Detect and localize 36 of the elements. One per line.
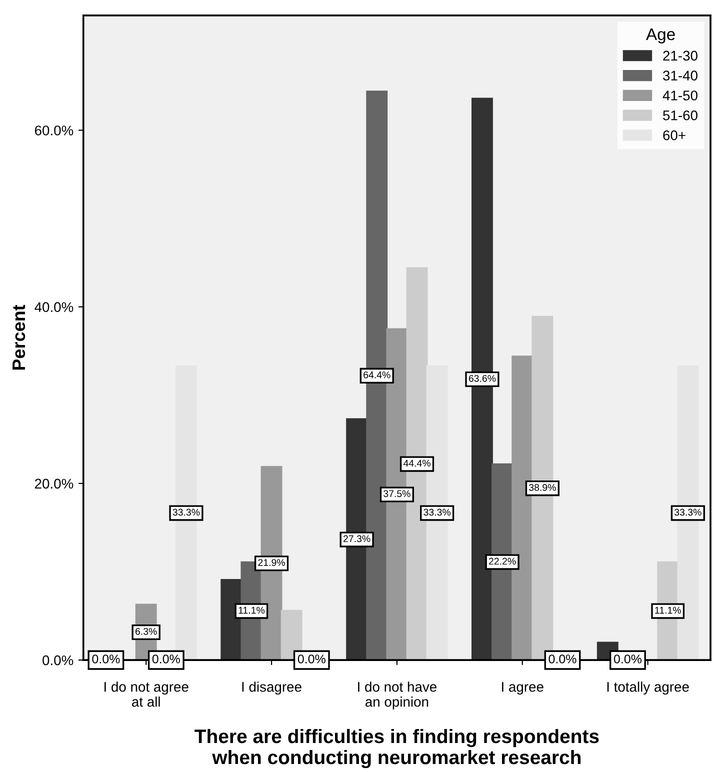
y-axis-title: Percent xyxy=(12,304,26,370)
legend-label: 21-30 xyxy=(663,50,698,61)
x-tick-label: I disagree xyxy=(242,682,302,695)
x-tick-label: I totally agree xyxy=(607,682,689,695)
data-label: 0.0% xyxy=(152,654,180,664)
x-tick-label: I do not agree at all xyxy=(104,682,188,707)
data-label: 27.3% xyxy=(344,535,370,542)
data-label: 21.9% xyxy=(258,559,285,566)
y-tick-label: 40.0% xyxy=(34,302,74,312)
y-tick-label: 60.0% xyxy=(34,126,74,136)
x-axis-title: There are difficulties in finding respondents when conducting neuromarket research xyxy=(194,728,599,768)
data-label: 6.3% xyxy=(136,628,157,635)
legend-label: 60+ xyxy=(663,130,686,140)
data-label: 37.5% xyxy=(384,490,410,498)
legend-title: Age xyxy=(646,28,675,44)
legend-label: 51-60 xyxy=(663,110,698,120)
data-label: 0.0% xyxy=(614,654,642,664)
y-tick-label: 20.0% xyxy=(34,478,74,489)
data-label: 11.1% xyxy=(238,606,265,614)
legend-label: 41-50 xyxy=(662,90,698,100)
data-label: 63.6% xyxy=(468,374,496,382)
x-tick-label: I do not have an opinion xyxy=(358,682,436,710)
x-tick-label: I agree xyxy=(502,682,544,695)
y-tick-label: 0.0% xyxy=(42,655,74,666)
data-label: 33.3% xyxy=(172,508,200,516)
data-label: 0.0% xyxy=(298,654,326,664)
data-label: 0.0% xyxy=(92,654,120,664)
data-label: 33.3% xyxy=(424,508,451,516)
data-label: 38.9% xyxy=(529,484,556,491)
data-label: 44.4% xyxy=(403,460,430,467)
legend-label: 31-40 xyxy=(663,70,698,81)
data-label: 64.4% xyxy=(364,371,390,378)
data-label: 11.1% xyxy=(655,606,681,614)
data-label: 0.0% xyxy=(548,654,576,664)
data-label: 33.3% xyxy=(674,508,702,516)
data-label: 22.2% xyxy=(489,558,516,565)
